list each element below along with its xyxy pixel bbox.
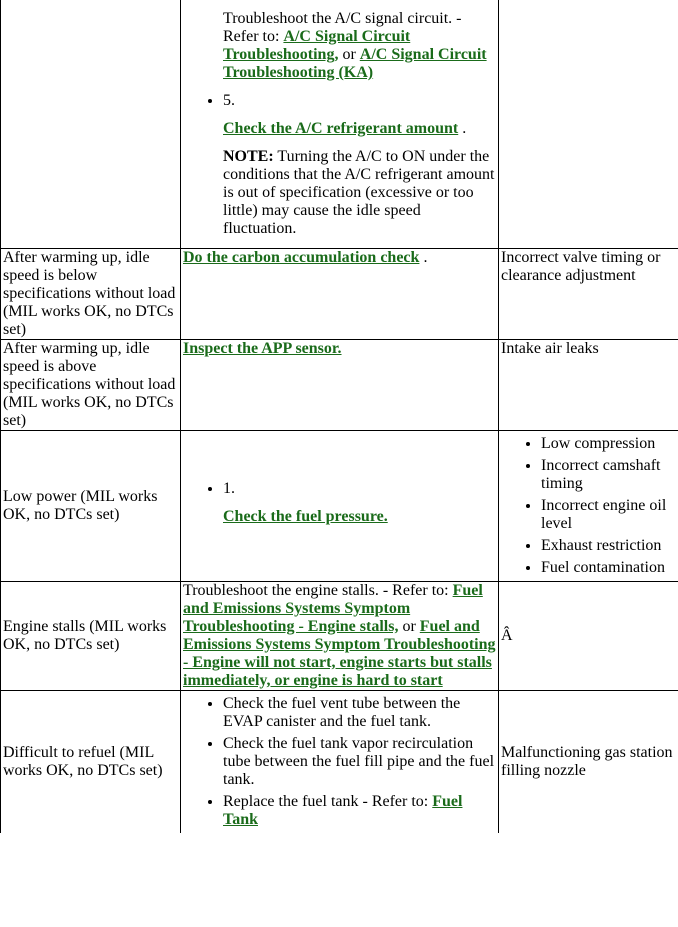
remedy-cell	[499, 0, 678, 249]
symptom-cell: After warming up, idle speed is below sp…	[1, 249, 181, 340]
symptom-cell: Difficult to refuel (MIL works OK, no DT…	[1, 691, 181, 834]
check-item: Replace the fuel tank - Refer to: Fuel T…	[223, 793, 496, 829]
remedy-cell: Intake air leaks	[499, 340, 678, 431]
remedy-item: Low compression	[541, 435, 676, 453]
remedy-cell: Low compression Incorrect camshaft timin…	[499, 431, 678, 582]
diagnostic-cell: Check the fuel vent tube between the EVA…	[181, 691, 499, 834]
step-body: Check the A/C refrigerant amount .	[223, 120, 496, 138]
refrigerant-link[interactable]: Check the A/C refrigerant amount	[223, 120, 458, 137]
step-number: 1. Check the fuel pressure.	[223, 480, 496, 526]
table-row: Engine stalls (MIL works OK, no DTCs set…	[1, 582, 678, 691]
remedy-cell: Â	[499, 582, 678, 691]
check-item: Check the fuel vent tube between the EVA…	[223, 695, 496, 731]
diagnostic-cell: Do the carbon accumulation check .	[181, 249, 499, 340]
diagnostic-cell: Troubleshoot the engine stalls. - Refer …	[181, 582, 499, 691]
troubleshooting-table: Troubleshoot the A/C signal circuit. - R…	[0, 0, 678, 833]
symptom-cell: Engine stalls (MIL works OK, no DTCs set…	[1, 582, 181, 691]
note-block: NOTE: Turning the A/C to ON under the co…	[223, 148, 496, 238]
dot: .	[419, 249, 427, 266]
remedy-item: Incorrect camshaft timing	[541, 457, 676, 493]
pre-text: Troubleshoot the engine stalls. - Refer …	[183, 582, 453, 599]
remedy-cell: Incorrect valve timing or clearance adju…	[499, 249, 678, 340]
fuel-pressure-link[interactable]: Check the fuel pressure.	[223, 508, 388, 525]
diagnostic-cell: Troubleshoot the A/C signal circuit. - R…	[181, 0, 499, 249]
app-sensor-link[interactable]: Inspect the APP sensor.	[183, 340, 342, 357]
table-row: After warming up, idle speed is below sp…	[1, 249, 678, 340]
table-row: After warming up, idle speed is above sp…	[1, 340, 678, 431]
remedy-item: Exhaust restriction	[541, 537, 676, 555]
or-text: or	[338, 46, 359, 63]
symptom-cell	[1, 0, 181, 249]
remedy-item: Fuel contamination	[541, 559, 676, 577]
dot: .	[458, 120, 466, 137]
symptom-cell: After warming up, idle speed is above sp…	[1, 340, 181, 431]
remedy-cell: Malfunctioning gas station filling nozzl…	[499, 691, 678, 834]
step-number: 5. Check the A/C refrigerant amount . NO…	[223, 92, 496, 238]
carbon-check-link[interactable]: Do the carbon accumulation check	[183, 249, 419, 266]
or-text: or	[398, 618, 419, 635]
step-num-label: 5.	[223, 92, 235, 109]
table-row: Troubleshoot the A/C signal circuit. - R…	[1, 0, 678, 249]
step-body: Troubleshoot the A/C signal circuit. - R…	[223, 10, 496, 82]
check-item: Check the fuel tank vapor recirculation …	[223, 735, 496, 789]
step-num-label: 1.	[223, 480, 235, 497]
table-row: Difficult to refuel (MIL works OK, no DT…	[1, 691, 678, 834]
step-body: Check the fuel pressure.	[223, 508, 496, 526]
note-label: NOTE:	[223, 148, 274, 165]
pre-text: Replace the fuel tank - Refer to:	[223, 793, 432, 810]
diagnostic-cell: 1. Check the fuel pressure.	[181, 431, 499, 582]
table-row: Low power (MIL works OK, no DTCs set) 1.…	[1, 431, 678, 582]
symptom-cell: Low power (MIL works OK, no DTCs set)	[1, 431, 181, 582]
diagnostic-cell: Inspect the APP sensor.	[181, 340, 499, 431]
remedy-item: Incorrect engine oil level	[541, 497, 676, 533]
